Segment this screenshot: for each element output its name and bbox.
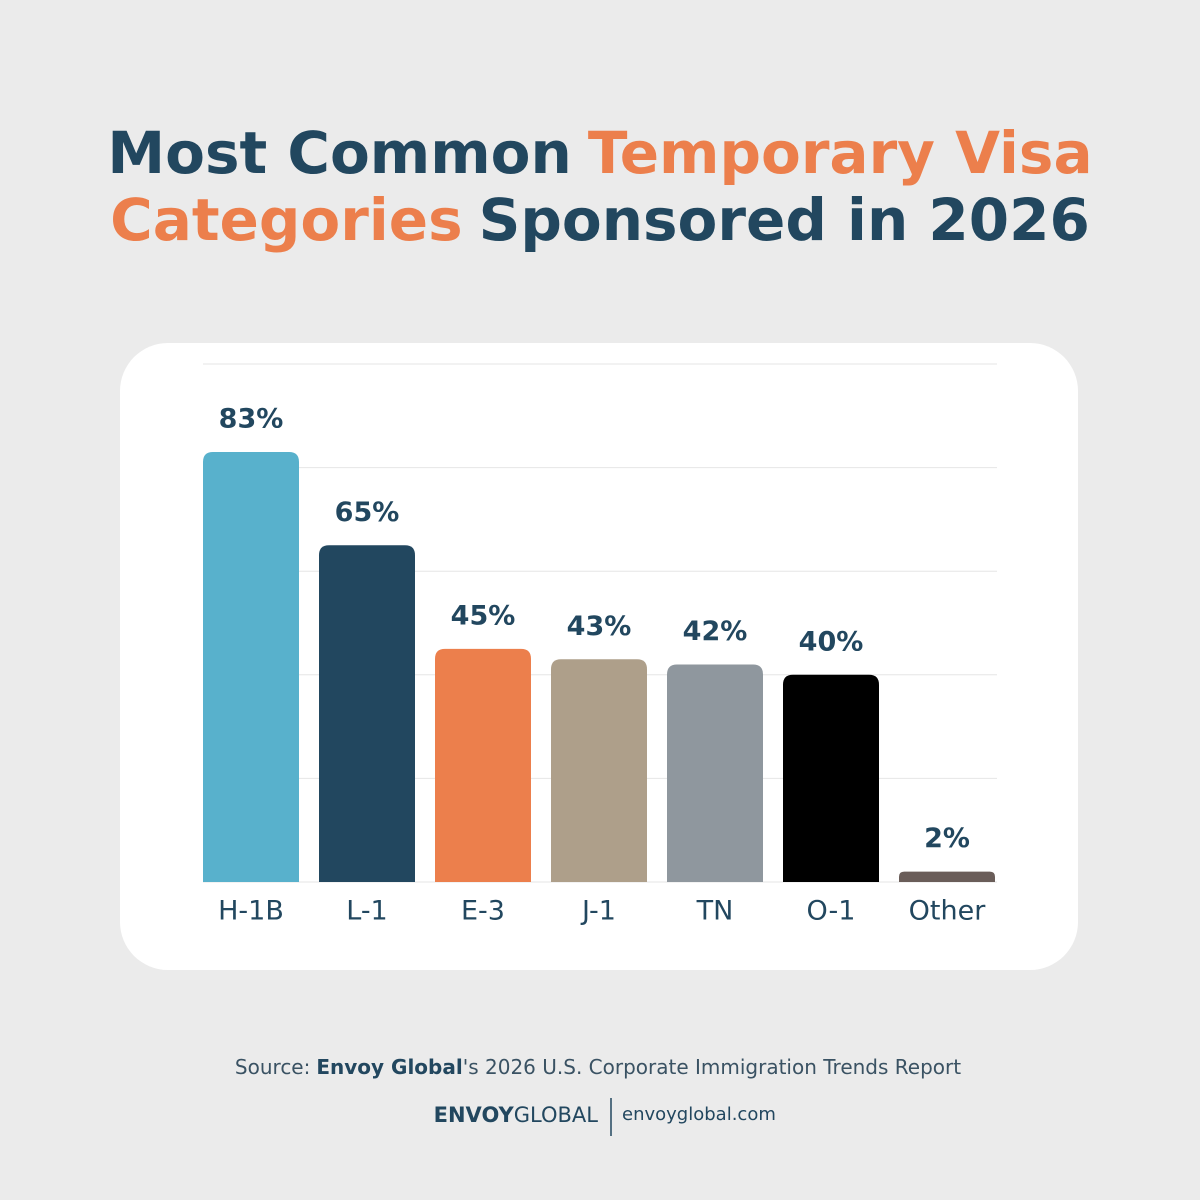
value-label: 45% <box>451 600 516 631</box>
title-part: Temporary Visa <box>588 119 1093 187</box>
value-label: 43% <box>567 611 632 642</box>
x-tick-label: E-3 <box>461 896 505 927</box>
x-tick-label: TN <box>696 896 734 927</box>
value-label: 83% <box>219 404 284 435</box>
bar <box>435 648 531 882</box>
x-tick-label: O-1 <box>807 896 856 927</box>
x-tick-label: L-1 <box>346 896 388 927</box>
source-part: 's 2026 U.S. Corporate Immigration Trend… <box>463 1055 962 1079</box>
logo-url: envoyglobal.com <box>622 1104 776 1125</box>
chart-title: Categories Sponsored in 2026 <box>110 186 1090 254</box>
bar <box>319 545 415 882</box>
logo-bold: ENVOY <box>434 1103 515 1127</box>
bar <box>667 664 763 882</box>
x-tick-label: Other <box>909 896 987 927</box>
source-part: Envoy Global <box>316 1055 462 1079</box>
bar <box>203 452 299 882</box>
title-part: Most Common <box>107 119 571 187</box>
logo: ENVOYGLOBAL <box>434 1103 599 1127</box>
title-part: Sponsored in 2026 <box>479 186 1090 254</box>
bar <box>783 674 879 882</box>
source-part: Source: <box>235 1055 310 1079</box>
bar <box>899 871 995 882</box>
value-label: 2% <box>924 823 970 854</box>
title-part: Categories <box>110 186 462 254</box>
chart-title: Most Common Temporary Visa <box>107 119 1092 187</box>
x-tick-label: J-1 <box>580 896 616 927</box>
value-label: 42% <box>683 616 748 647</box>
bar <box>551 659 647 882</box>
source: Source: Envoy Global's 2026 U.S. Corporat… <box>235 1055 961 1079</box>
logo-regular: GLOBAL <box>514 1103 599 1127</box>
value-label: 40% <box>799 626 864 657</box>
value-label: 65% <box>335 497 400 528</box>
x-tick-label: H-1B <box>218 896 284 927</box>
